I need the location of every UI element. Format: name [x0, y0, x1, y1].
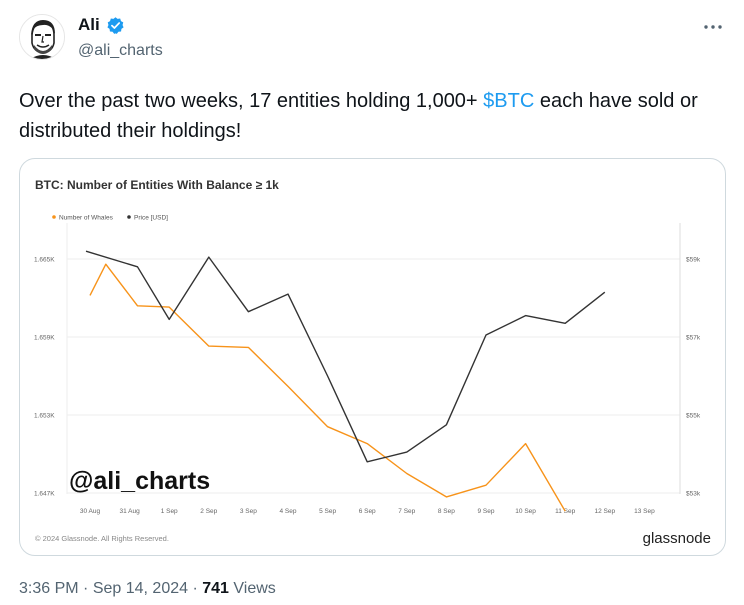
tweet-text-after: each have sold or distributed their hold…: [19, 90, 698, 142]
glassnode-logo: glassnode: [643, 530, 711, 547]
meta-separator-1: ·: [78, 580, 93, 597]
verified-badge-icon: [107, 17, 124, 34]
x-axis-tick-label: 12 Sep: [594, 508, 615, 515]
left-axis-tick-label: 1.665K: [34, 257, 55, 264]
chart-media-card[interactable]: BTC: Number of Entities With Balance ≥ 1…: [19, 158, 726, 556]
x-axis-tick-label: 8 Sep: [438, 508, 455, 515]
legend-marker-whales: [52, 215, 56, 219]
x-axis-tick-label: 10 Sep: [515, 508, 536, 515]
x-axis-tick-label: 4 Sep: [280, 508, 297, 515]
chart-legend: Number of Whales Price [USD]: [52, 215, 168, 222]
right-axis-tick-label: $57k: [686, 335, 701, 342]
x-axis-tick-label: 11 Sep: [555, 508, 576, 515]
x-axis-tick-label: 9 Sep: [478, 508, 495, 515]
legend-label-price: Price [USD]: [134, 215, 168, 222]
author-handle[interactable]: @ali_charts: [78, 42, 163, 59]
left-axis-tick-label: 1.659K: [34, 335, 55, 342]
avatar[interactable]: [19, 14, 65, 60]
legend-marker-price: [127, 215, 131, 219]
left-axis-tick-label: 1.647K: [34, 491, 55, 498]
chart-title: BTC: Number of Entities With Balance ≥ 1…: [35, 178, 279, 192]
x-axis-tick-label: 3 Sep: [240, 508, 257, 515]
x-axis-tick-label: 31 Aug: [119, 508, 140, 515]
views-label: Views: [228, 580, 276, 597]
x-axis-tick-label: 13 Sep: [634, 508, 655, 515]
meta-separator-2: ·: [188, 580, 203, 597]
right-axis-tick-label: $53k: [686, 491, 701, 498]
price-series-line: [85, 250, 606, 463]
right-axis-tick-label: $59k: [686, 257, 701, 264]
tweet-time[interactable]: 3:36 PM: [19, 580, 79, 597]
chart-copyright: © 2024 Glassnode. All Rights Reserved.: [35, 534, 169, 543]
whales-series-line: [89, 263, 566, 512]
chart-watermark: @ali_charts: [69, 467, 210, 495]
x-axis-tick-label: 7 Sep: [398, 508, 415, 515]
x-axis-tick-label: 1 Sep: [161, 508, 178, 515]
x-axis-tick-label: 2 Sep: [200, 508, 217, 515]
x-axis-tick-label: 6 Sep: [359, 508, 376, 515]
avatar-portrait-icon: [20, 15, 64, 59]
tweet-date[interactable]: Sep 14, 2024: [92, 580, 189, 597]
author-name[interactable]: Ali: [78, 15, 100, 34]
more-options-icon[interactable]: [702, 16, 724, 38]
tweet-text-before: Over the past two weeks, 17 entities hol…: [19, 90, 484, 112]
whales-price-chart: BTC: Number of Entities With Balance ≥ 1…: [34, 178, 711, 547]
x-axis-tick-label: 30 Aug: [80, 508, 101, 515]
legend-label-whales: Number of Whales: [59, 215, 114, 222]
tweet-text: Over the past two weeks, 17 entities hol…: [19, 86, 719, 146]
x-axis-tick-label: 5 Sep: [319, 508, 336, 515]
left-axis-tick-label: 1.653K: [34, 413, 55, 420]
right-axis-tick-label: $55k: [686, 413, 701, 420]
views-count[interactable]: 741: [202, 580, 229, 597]
cashtag-link[interactable]: $BTC: [483, 90, 535, 112]
tweet-meta: 3:36 PM · Sep 14, 2024 · 741 Views: [19, 580, 276, 598]
